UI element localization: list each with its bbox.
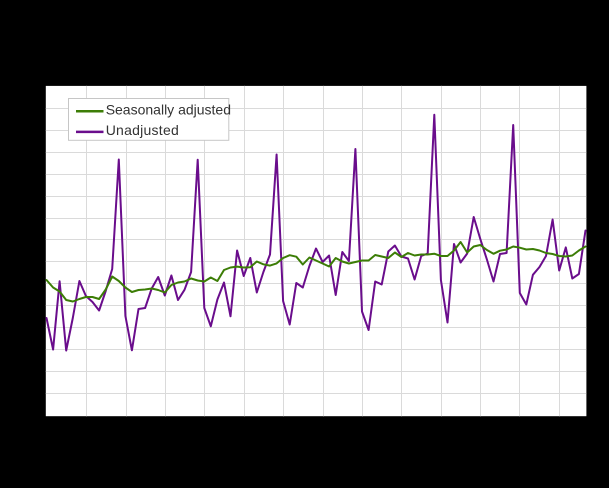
svg-text:Seasonally adjusted: Seasonally adjusted xyxy=(106,102,231,118)
svg-text:Unadjusted: Unadjusted xyxy=(106,122,179,138)
